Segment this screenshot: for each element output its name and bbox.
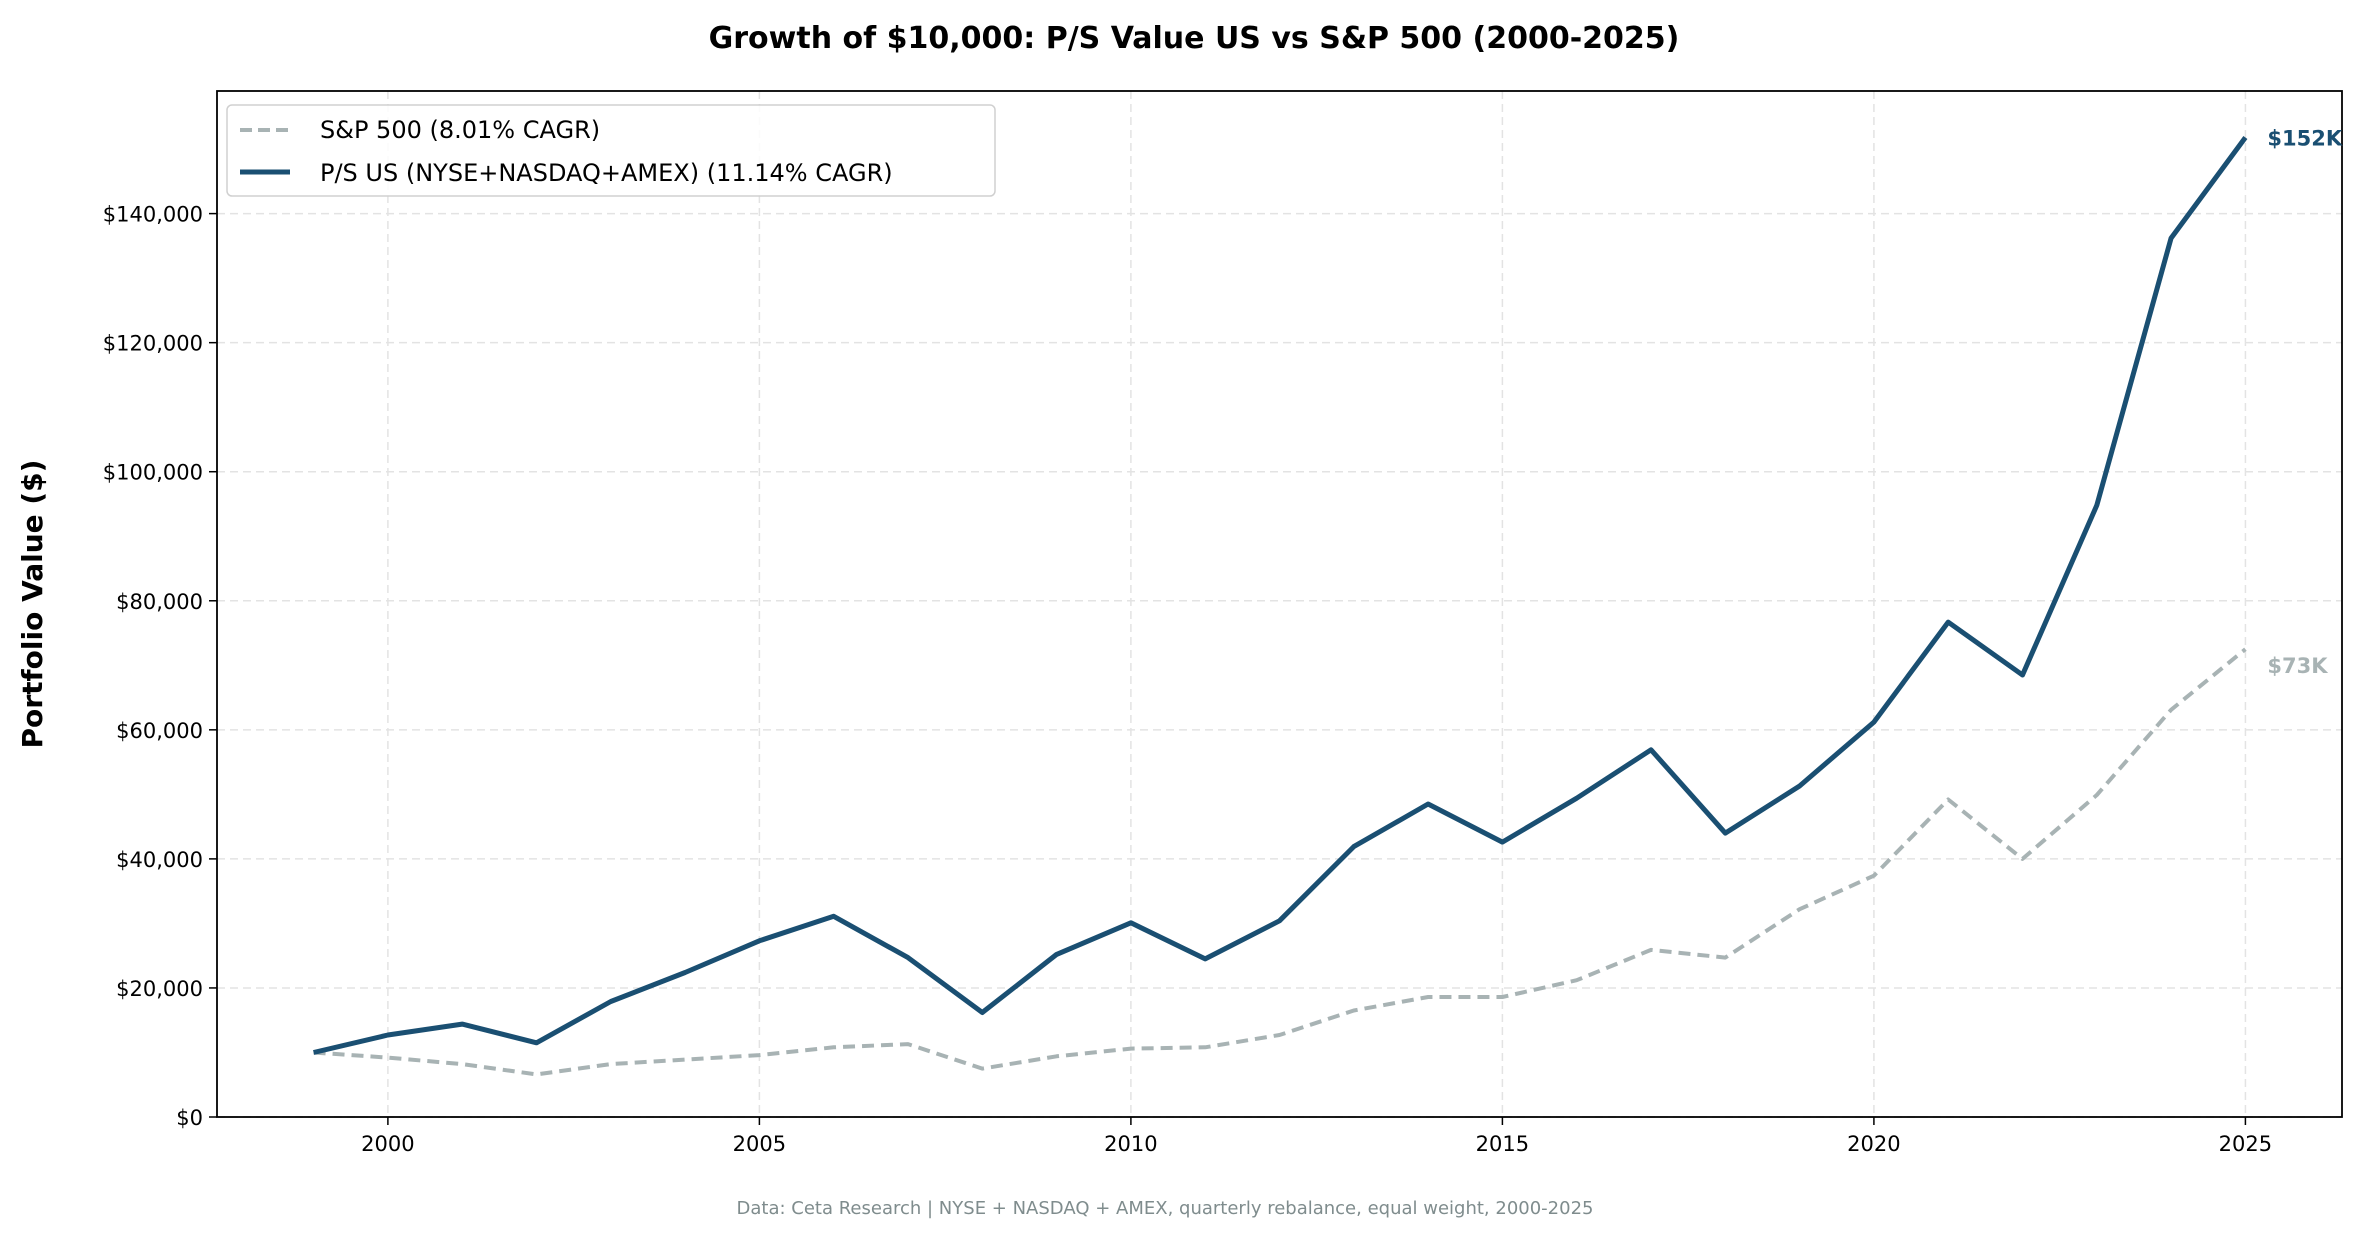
y-tick-label: $60,000 [116, 719, 203, 743]
y-tick-label: $80,000 [116, 590, 203, 614]
y-tick-label: $120,000 [103, 332, 203, 356]
y-axis-label: Portfolio Value ($) [16, 460, 49, 749]
series-line-ps-us [313, 136, 2248, 1055]
end-label: $73K [2267, 654, 2328, 678]
x-tick-label: 2025 [2219, 1132, 2272, 1156]
x-tick-label: 2020 [1847, 1132, 1900, 1156]
x-tick-label: 2010 [1104, 1132, 1157, 1156]
chart-title: Growth of $10,000: P/S Value US vs S&P 5… [709, 21, 1680, 56]
plot-frame [216, 90, 2343, 1118]
x-tick-label: 2000 [361, 1132, 414, 1156]
y-tick-label: $20,000 [116, 977, 203, 1001]
legend: S&P 500 (8.01% CAGR) P/S US (NYSE+NASDAQ… [226, 104, 996, 197]
legend-box [226, 104, 996, 197]
x-tick-label: 2005 [733, 1132, 786, 1156]
y-tick-label: $40,000 [116, 848, 203, 872]
x-tick-label: 2015 [1476, 1132, 1529, 1156]
y-tick-label: $100,000 [103, 461, 203, 485]
x-axis: 2000 2005 2010 2015 2020 2025 [361, 1117, 2272, 1156]
y-axis: $0 $20,000 $40,000 $60,000 $80,000 $100,000 $1… [103, 203, 217, 1130]
grid [217, 91, 2342, 1118]
y-tick-label: $0 [176, 1106, 203, 1130]
legend-label-sp500: S&P 500 (8.01% CAGR) [320, 116, 600, 144]
footnote: Data: Ceta Research | NYSE + NASDAQ + AM… [737, 1198, 1594, 1219]
end-label: $152K [2267, 126, 2342, 150]
series-line-sp500 [313, 647, 2247, 1077]
legend-label-ps-us: P/S US (NYSE+NASDAQ+AMEX) (11.14% CAGR) [320, 159, 893, 187]
series-lines [313, 136, 2248, 1077]
end-labels: $73K $152K [2267, 126, 2342, 678]
y-tick-label: $140,000 [103, 203, 203, 227]
